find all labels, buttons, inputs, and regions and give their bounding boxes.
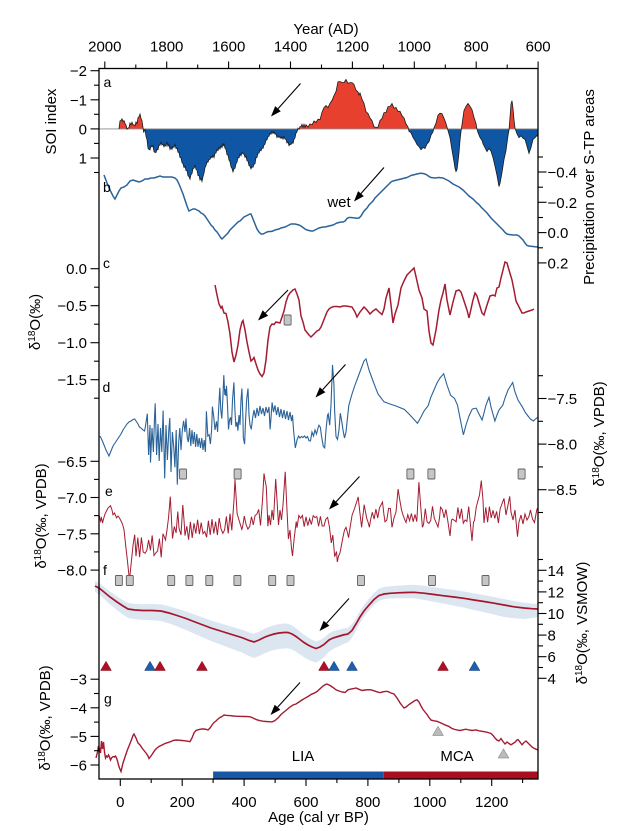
svg-text:1600: 1600 (212, 39, 245, 56)
svg-text:LIA: LIA (292, 748, 315, 765)
svg-text:−8.0: −8.0 (548, 437, 578, 454)
svg-text:a: a (104, 74, 112, 90)
svg-text:8: 8 (548, 628, 556, 645)
svg-text:−5: −5 (70, 729, 87, 746)
svg-text:wet: wet (326, 194, 351, 211)
svg-text:−3: −3 (70, 672, 87, 689)
svg-text:0.0: 0.0 (66, 261, 87, 278)
svg-text:−0.5: −0.5 (57, 298, 87, 315)
svg-text:−7.5: −7.5 (548, 391, 578, 408)
svg-text:800: 800 (464, 39, 489, 56)
svg-text:−0.4: −0.4 (548, 165, 578, 182)
svg-text:Year (AD): Year (AD) (293, 21, 358, 38)
svg-text:δ18O(‰, VPDB): δ18O(‰, VPDB) (37, 665, 54, 770)
svg-text:1000: 1000 (413, 794, 446, 811)
svg-text:600: 600 (293, 794, 318, 811)
svg-text:−7.5: −7.5 (57, 526, 87, 543)
svg-text:−6.5: −6.5 (57, 454, 87, 471)
svg-text:1000: 1000 (398, 39, 431, 56)
svg-text:f: f (103, 562, 107, 578)
svg-text:1200: 1200 (475, 794, 508, 811)
svg-text:c: c (103, 255, 110, 271)
svg-text:d: d (103, 379, 111, 395)
svg-text:SOI index: SOI index (43, 88, 60, 154)
svg-text:−7.0: −7.0 (57, 490, 87, 507)
svg-text:−2: −2 (70, 63, 87, 80)
svg-text:1: 1 (79, 151, 87, 168)
svg-text:6: 6 (548, 649, 556, 666)
svg-text:MCA: MCA (440, 748, 473, 765)
svg-text:800: 800 (355, 794, 380, 811)
svg-text:10: 10 (548, 606, 565, 623)
svg-text:δ18O(‰, VSMOW): δ18O(‰, VSMOW) (574, 562, 591, 685)
svg-text:−1: −1 (70, 92, 87, 109)
svg-text:14: 14 (548, 563, 565, 580)
svg-text:−8.5: −8.5 (548, 482, 578, 499)
svg-text:1800: 1800 (150, 39, 183, 56)
svg-text:1200: 1200 (336, 39, 369, 56)
svg-text:b: b (103, 179, 111, 195)
svg-text:0.0: 0.0 (548, 225, 569, 242)
svg-text:−6: −6 (70, 758, 87, 775)
svg-text:2000: 2000 (88, 39, 121, 56)
svg-text:δ18O(‰, VPDB): δ18O(‰, VPDB) (33, 463, 50, 568)
svg-text:0: 0 (116, 794, 124, 811)
svg-text:g: g (104, 691, 112, 707)
svg-text:400: 400 (232, 794, 257, 811)
svg-text:δ18O(‰, VPDB): δ18O(‰, VPDB) (591, 381, 608, 486)
svg-text:e: e (105, 483, 113, 499)
svg-text:0.2: 0.2 (548, 255, 569, 272)
svg-text:−0.2: −0.2 (548, 195, 578, 212)
svg-text:−4: −4 (70, 700, 87, 717)
svg-text:Age (cal yr BP): Age (cal yr BP) (268, 809, 369, 826)
svg-text:4: 4 (548, 671, 556, 688)
svg-text:12: 12 (548, 584, 565, 601)
svg-text:600: 600 (526, 39, 551, 56)
svg-text:Precipitation over S-TP areas: Precipitation over S-TP areas (581, 89, 598, 285)
svg-text:0: 0 (79, 121, 87, 138)
svg-text:−1.5: −1.5 (57, 372, 87, 389)
svg-text:200: 200 (170, 794, 195, 811)
svg-text:−8.0: −8.0 (57, 563, 87, 580)
svg-text:1400: 1400 (274, 39, 307, 56)
svg-text:−1.0: −1.0 (57, 335, 87, 352)
